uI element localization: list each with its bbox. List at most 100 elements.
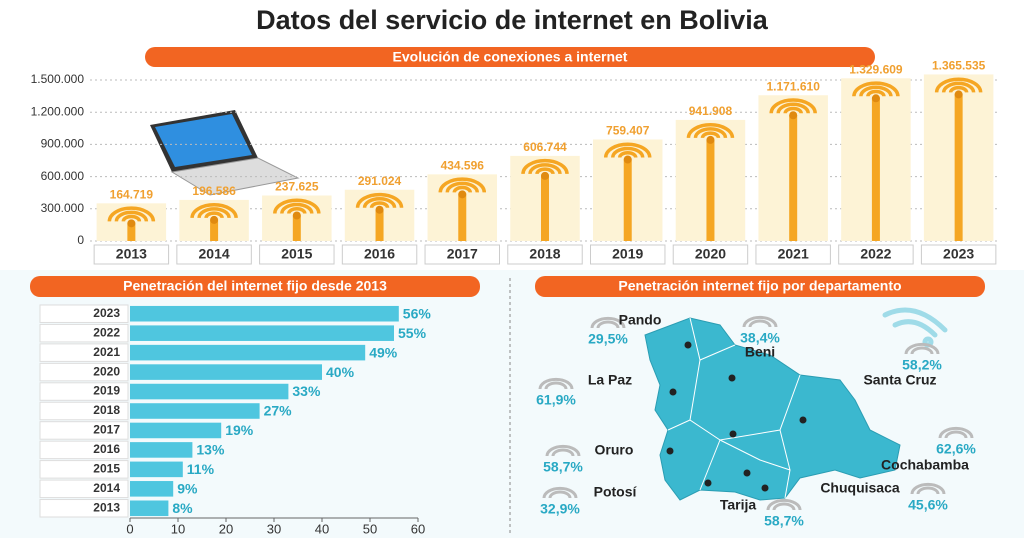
- department-label: Tarija: [720, 497, 757, 513]
- category-box: [39, 362, 129, 382]
- value-label: 27%: [264, 403, 293, 419]
- value-label: 1.171.610: [766, 79, 820, 93]
- y-tick-label: 2018: [93, 403, 120, 417]
- value-label: 58,7%: [764, 513, 804, 529]
- wifi-icon: [938, 426, 974, 439]
- bar: [541, 175, 549, 241]
- year-box: [424, 244, 500, 265]
- x-tick-label: 2013: [116, 246, 147, 262]
- value-label: 19%: [225, 422, 254, 438]
- value-label: 33%: [292, 383, 321, 399]
- bar: [130, 442, 193, 458]
- bar: [130, 305, 399, 322]
- wifi-arc: [617, 150, 638, 158]
- value-label: 13%: [196, 442, 225, 458]
- value-label: 55%: [398, 325, 427, 341]
- x-tick-label: 2014: [199, 246, 230, 262]
- x-tick-label: 2018: [529, 246, 560, 262]
- value-label: 434.596: [441, 159, 485, 173]
- value-label: 759.407: [606, 124, 650, 138]
- wifi-icon: [772, 502, 796, 511]
- location-dot: [761, 484, 769, 492]
- wifi-icon: [544, 381, 568, 390]
- wifi-icon: [596, 320, 620, 329]
- department-borders: [667, 317, 801, 499]
- chart-title: Penetración internet fijo por departamen…: [618, 278, 901, 294]
- bar: [871, 98, 880, 241]
- year-box: [672, 244, 749, 265]
- location-dot: [729, 430, 737, 438]
- bar: [127, 223, 136, 241]
- category-box: [39, 382, 129, 401]
- bar: [623, 159, 632, 241]
- laptop-icon: [150, 110, 300, 196]
- year-box: [590, 244, 666, 265]
- location-dot: [684, 341, 692, 349]
- y-tick-label: 0: [77, 233, 84, 247]
- wifi-icon: [542, 486, 578, 499]
- y-tick-label: 2015: [93, 462, 120, 476]
- department-label: Cochabamba: [881, 457, 969, 473]
- wifi-arc: [355, 192, 404, 208]
- department-label: Potosí: [594, 484, 638, 500]
- wifi-icon: [916, 486, 940, 495]
- bar: [130, 500, 169, 517]
- y-tick-label: 1.200.000: [31, 104, 85, 118]
- x-tick-label: 2022: [860, 246, 891, 262]
- wifi-icon: [551, 448, 575, 457]
- department-label: Chuquisaca: [820, 480, 900, 496]
- location-dot: [799, 416, 807, 424]
- wifi-arc: [190, 202, 238, 219]
- value-label: 38,4%: [740, 330, 780, 346]
- value-label: 11%: [187, 461, 215, 477]
- bar: [130, 344, 366, 361]
- year-box: [176, 244, 252, 265]
- wifi-arc: [769, 98, 817, 114]
- category-box: [39, 421, 129, 440]
- bar: [789, 115, 798, 241]
- value-label: 237.625: [275, 180, 319, 194]
- year-box: [507, 244, 583, 265]
- year-box: [93, 244, 170, 265]
- chart-title: Evolución de conexiones a internet: [393, 49, 628, 65]
- value-label: 196.586: [192, 184, 236, 198]
- wifi-icon: [590, 316, 626, 329]
- value-label: 9%: [177, 481, 198, 497]
- wifi-dot: [292, 211, 301, 220]
- bar: [130, 403, 260, 419]
- y-tick-label: 2016: [93, 442, 120, 456]
- location-dot: [743, 469, 751, 477]
- wifi-arc: [948, 85, 969, 93]
- y-tick-label: 1.500.000: [31, 72, 85, 86]
- value-label: 49%: [369, 344, 398, 360]
- wifi-icon: [545, 444, 581, 457]
- banner: [145, 47, 875, 67]
- x-tick-label: 2019: [612, 246, 643, 262]
- wifi-dot: [623, 155, 632, 164]
- department-label: Beni: [745, 344, 775, 360]
- x-tick-label: 2017: [447, 246, 478, 262]
- banner: [30, 276, 480, 297]
- wifi-icon: [944, 430, 968, 439]
- bar: [706, 139, 715, 241]
- wifi-dot: [954, 90, 963, 99]
- y-tick-label: 900.000: [41, 137, 85, 151]
- value-label: 1.329.609: [849, 62, 903, 76]
- bar: [130, 383, 289, 400]
- department-label: Pando: [619, 312, 662, 328]
- year-box: [920, 244, 997, 265]
- value-label: 45,6%: [908, 497, 948, 513]
- bar: [292, 215, 301, 241]
- wifi-arc: [362, 197, 397, 209]
- category-box: [39, 401, 129, 421]
- y-tick-label: 600.000: [41, 169, 85, 183]
- wifi-dot: [458, 190, 467, 199]
- y-tick-label: 2013: [93, 500, 120, 514]
- banner: [535, 276, 985, 297]
- wifi-arc: [852, 81, 900, 97]
- wifi-arc: [610, 146, 645, 158]
- wifi-arc: [445, 181, 480, 193]
- wifi-dot: [706, 135, 715, 144]
- bar: [375, 209, 384, 241]
